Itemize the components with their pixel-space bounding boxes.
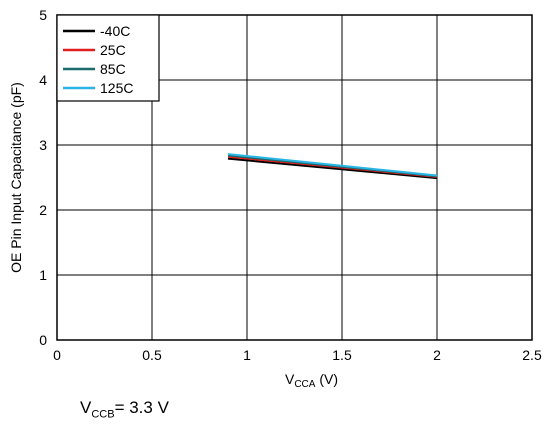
x-tick-label: 0.5 (142, 347, 162, 363)
series-line-125C (227, 153, 438, 177)
legend-label: -40C (100, 23, 130, 39)
grid-lines (57, 15, 532, 340)
legend-label: 125C (100, 80, 133, 96)
x-axis-title-unit: (V) (315, 371, 338, 387)
x-axis-title-main: V (285, 371, 295, 387)
caption-main: V (80, 398, 92, 417)
plot-frame (56, 14, 533, 341)
x-tick-label: 0 (53, 347, 61, 363)
y-tick-label: 2 (39, 202, 47, 218)
x-tick-labels: 0 0.5 1 1.5 2 2.5 (53, 347, 542, 363)
legend-box (56, 14, 160, 102)
y-tick-label: 0 (39, 332, 47, 348)
y-axis-title: OE Pin Input Capacitance (pF) (8, 82, 24, 273)
series-layer (227, 153, 438, 180)
y-tick-label: 1 (39, 267, 47, 283)
y-tick-label: 4 (39, 72, 47, 88)
series-line--40C (227, 157, 438, 180)
vccb-caption: VCCB= 3.3 V (80, 398, 169, 420)
y-tick-label: 3 (39, 137, 47, 153)
x-tick-label: 1 (243, 347, 251, 363)
y-tick-label: 5 (39, 7, 47, 23)
caption-sub: CCB (91, 408, 115, 421)
x-axis-title: VCCA (V) (285, 371, 338, 390)
x-tick-label: 1.5 (332, 347, 352, 363)
x-tick-label: 2.5 (522, 347, 542, 363)
x-tick-label: 2 (433, 347, 441, 363)
caption-rest: = 3.3 V (114, 398, 169, 417)
y-tick-labels: 0 1 2 3 4 5 (39, 7, 47, 348)
x-axis-title-sub: CCA (294, 379, 315, 390)
legend-label: 85C (100, 61, 126, 77)
legend: -40C 25C 85C 125C (56, 14, 160, 102)
legend-label: 25C (100, 42, 126, 58)
